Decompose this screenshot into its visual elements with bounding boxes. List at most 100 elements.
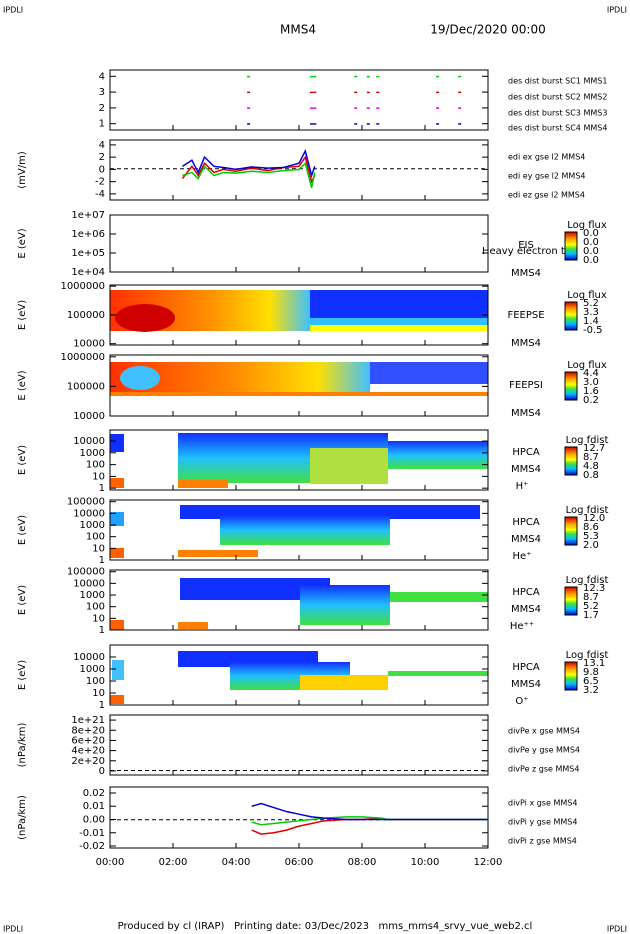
colorbar-title: Log fdist — [566, 575, 609, 586]
colorbar-tick-label: 1.6 — [583, 386, 599, 397]
colorbar — [564, 446, 578, 476]
event-mark — [436, 75, 440, 78]
x-tick-label: 06:00 — [285, 857, 314, 868]
y-tick-label: 100 — [86, 602, 105, 613]
y-axis-label: E (eV) — [17, 660, 28, 690]
event-mark — [313, 107, 317, 109]
y-tick-label: 100000 — [67, 497, 105, 508]
event-mark — [366, 107, 370, 109]
event-mark — [310, 123, 314, 125]
colorbar-tick-label: 0.0 — [583, 255, 599, 266]
instrument-label: MMS4 — [511, 268, 541, 279]
colorbar-tick-label: 8.7 — [583, 452, 599, 463]
x-tick-label: 12:00 — [474, 857, 503, 868]
y-tick-label: 1e+04 — [71, 267, 105, 278]
colorbar-tick-label: 1.4 — [583, 316, 599, 327]
event-mark — [354, 107, 358, 109]
y-tick-label: 1000000 — [60, 352, 105, 363]
data-line — [182, 161, 316, 188]
data-line — [181, 155, 316, 184]
event-mark — [310, 91, 314, 94]
y-tick-label: 8e+20 — [71, 725, 105, 736]
data-line — [251, 802, 488, 821]
colorbar — [564, 301, 578, 331]
colorbar-tick-label: 0.0 — [583, 228, 599, 239]
event-mark — [436, 107, 440, 109]
event-mark — [366, 123, 370, 125]
legend-label: divPe z gse MMS4 — [508, 765, 579, 774]
instrument-label: HPCA — [512, 517, 540, 528]
event-mark — [458, 75, 462, 78]
event-mark — [458, 123, 462, 125]
y-axis-label: E (eV) — [17, 300, 28, 330]
colorbar-title: Log fdist — [566, 650, 609, 661]
x-tick-label: 00:00 — [96, 857, 125, 868]
y-tick-label: 1e+05 — [71, 248, 105, 259]
legend-label: divPe y gse MMS4 — [508, 746, 580, 755]
y-tick-label: 3 — [99, 87, 105, 98]
y-tick-label: 1000 — [80, 448, 105, 459]
instrument-label: He⁺⁺ — [510, 621, 534, 632]
event-mark — [376, 75, 380, 78]
legend-label: des dist burst SC1 MMS1 — [508, 77, 607, 86]
y-tick-label: 100 — [86, 460, 105, 471]
y-tick-label: 1000 — [80, 520, 105, 531]
footer: Produced by cl (IRAP) Printing date: 03/… — [118, 921, 533, 932]
colorbar — [564, 516, 578, 546]
event-mark — [310, 107, 314, 109]
y-tick-label: 2 — [99, 103, 105, 114]
colorbar-tick-label: 5.2 — [583, 298, 599, 309]
y-tick-label: 4e+20 — [71, 746, 105, 757]
y-tick-label: 0.01 — [83, 801, 105, 812]
instrument-label: MMS4 — [511, 534, 541, 545]
y-tick-label: 10 — [92, 688, 105, 699]
y-tick-label: 1000000 — [60, 281, 105, 292]
legend-label: des dist burst SC4 MMS4 — [508, 124, 607, 133]
y-tick-label: 4 — [99, 140, 105, 151]
y-tick-label: 2e+20 — [71, 756, 105, 767]
instrument-label: MMS4 — [511, 408, 541, 419]
instrument-label: HPCA — [512, 662, 540, 673]
colorbar — [564, 586, 578, 616]
y-tick-label: 100000 — [67, 381, 105, 392]
legend-label: divPi z gse MMS4 — [508, 837, 577, 846]
instrument-label: MMS4 — [511, 679, 541, 690]
colorbar-tick-label: 0.0 — [583, 246, 599, 257]
legend-label: des dist burst SC3 MMS3 — [508, 109, 607, 118]
y-tick-label: 1e+06 — [71, 229, 105, 240]
y-tick-label: -2 — [95, 177, 105, 188]
colorbar-tick-label: 0.8 — [583, 470, 599, 481]
y-axis-label: E (eV) — [17, 445, 28, 475]
instrument-label: HPCA — [512, 447, 540, 458]
y-tick-label: 10000 — [73, 411, 105, 422]
y-tick-label: 0 — [99, 164, 105, 175]
y-axis-label: (nPa/km) — [17, 723, 28, 768]
y-tick-label: 1 — [99, 555, 105, 566]
y-tick-label: 1 — [99, 119, 105, 130]
instrument-label: He⁺ — [513, 551, 532, 562]
y-tick-label: 4 — [99, 71, 105, 82]
colorbar-tick-label: 8.7 — [583, 592, 599, 603]
data-line — [251, 817, 488, 835]
y-axis-label: E (eV) — [17, 228, 28, 258]
colorbar-tick-label: 8.6 — [583, 522, 599, 533]
instrument-label: MMS4 — [511, 338, 541, 349]
event-mark — [436, 123, 440, 125]
event-mark — [247, 91, 251, 94]
colorbar-tick-label: 9.8 — [583, 667, 599, 678]
colorbar-tick-label: 5.3 — [583, 531, 599, 542]
colorbar-tick-label: 6.5 — [583, 676, 599, 687]
event-mark — [247, 123, 251, 125]
y-tick-label: 1 — [99, 625, 105, 636]
y-tick-label: 1e+07 — [71, 210, 105, 221]
chart-title: MMS4 — [280, 23, 316, 37]
colorbar-title: Log flux — [567, 220, 607, 231]
event-mark — [313, 123, 317, 125]
colorbar-tick-label: 12.7 — [583, 443, 605, 454]
event-mark — [458, 91, 462, 94]
x-tick-label: 02:00 — [159, 857, 188, 868]
panel-frame — [109, 214, 489, 273]
event-mark — [376, 107, 380, 109]
event-mark — [376, 91, 380, 94]
